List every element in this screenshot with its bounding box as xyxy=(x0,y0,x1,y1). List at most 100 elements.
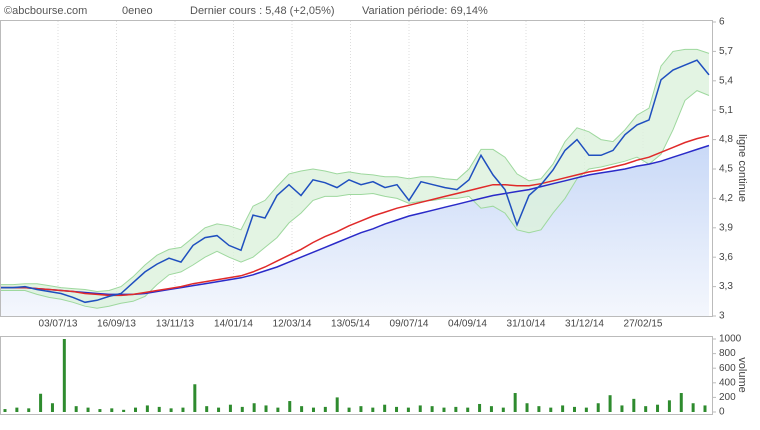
volume-bar xyxy=(501,407,505,412)
y-tick-label: 3,6 xyxy=(719,252,733,263)
volume-frame xyxy=(0,336,713,415)
volume-bar xyxy=(252,403,256,412)
volume-bar xyxy=(217,407,221,412)
volume-bar xyxy=(572,406,576,412)
volume-bar xyxy=(418,405,422,412)
volume-bar xyxy=(300,406,304,412)
volume-bar xyxy=(39,393,43,412)
volume-bar xyxy=(489,406,493,412)
x-tick-label: 16/09/13 xyxy=(97,319,136,330)
volume-bar xyxy=(98,409,102,412)
volume-bar xyxy=(228,404,232,412)
volume-bar xyxy=(240,406,244,412)
volume-bar xyxy=(110,408,114,412)
y-tick-label: 3,9 xyxy=(719,222,733,233)
volume-bar xyxy=(205,406,209,412)
volume-bar xyxy=(561,405,565,412)
x-tick-label: 31/12/14 xyxy=(565,319,604,330)
volume-bar xyxy=(525,403,529,412)
volume-bar xyxy=(620,405,624,412)
volume-bar xyxy=(181,407,185,412)
volume-bar xyxy=(478,403,482,412)
volume-bar xyxy=(679,393,683,412)
y-tick-label: 0 xyxy=(719,407,725,418)
x-tick-label: 27/02/15 xyxy=(624,319,663,330)
volume-bar xyxy=(549,407,553,412)
volume-bar xyxy=(335,397,339,412)
y-tick-label: 6 xyxy=(719,17,725,28)
volume-bar xyxy=(383,404,387,412)
volume-bar xyxy=(596,403,600,412)
volume-axis-label: volume xyxy=(736,357,748,392)
annotation: Variation période: 69,14% xyxy=(362,5,488,17)
volume-bar xyxy=(276,407,280,412)
y-tick-label: 5,7 xyxy=(719,46,733,57)
volume-bar xyxy=(157,406,161,412)
volume-bar xyxy=(406,407,410,412)
band-fill xyxy=(1,49,709,309)
volume-bar xyxy=(584,407,588,412)
y-axis-label: ligne continue xyxy=(736,134,748,202)
volume-bar xyxy=(122,409,126,412)
volume-bar xyxy=(466,407,470,412)
volume-bar xyxy=(395,406,399,412)
volume-bar xyxy=(691,403,695,412)
x-tick-label: 09/07/14 xyxy=(390,319,429,330)
volume-bar xyxy=(15,407,19,412)
x-tick-label: 03/07/13 xyxy=(39,319,78,330)
y-tick-label: 4,2 xyxy=(719,193,733,204)
volume-bar xyxy=(513,393,517,412)
y-tick-label: 600 xyxy=(719,363,736,374)
volume-bar xyxy=(311,407,315,412)
source: ©abcbourse.com xyxy=(4,5,87,17)
x-tick-label: 12/03/14 xyxy=(273,319,312,330)
volume-bar xyxy=(537,406,541,412)
line xyxy=(1,59,710,304)
volume-bar xyxy=(3,409,7,412)
subtitle: Dernier cours : 5,48 (+2,05%) xyxy=(190,5,335,17)
volume-bar xyxy=(667,400,671,412)
volume-bar xyxy=(430,406,434,412)
volume-bar xyxy=(656,404,660,412)
volume-bar xyxy=(359,406,363,412)
volume-bar xyxy=(703,405,707,412)
volume-bar xyxy=(632,398,636,412)
volume-bar xyxy=(145,405,149,412)
volume-bar xyxy=(193,384,197,412)
band-lower xyxy=(1,90,710,309)
volume-bar xyxy=(347,407,351,412)
volume-bar xyxy=(442,407,446,412)
x-tick-label: 13/05/14 xyxy=(331,319,370,330)
y-tick-label: 3,3 xyxy=(719,281,733,292)
x-tick-label: 14/01/14 xyxy=(214,319,253,330)
volume-bar xyxy=(323,406,327,412)
volume-bar xyxy=(134,407,138,412)
volume-bar xyxy=(608,395,612,412)
volume-bar xyxy=(169,408,173,412)
y-tick-label: 4,5 xyxy=(719,164,733,175)
volume-bar xyxy=(371,407,375,412)
x-tick-label: 13/11/13 xyxy=(156,319,195,330)
y-tick-label: 200 xyxy=(719,392,736,403)
volume-bar xyxy=(50,403,54,412)
y-tick-label: 4,8 xyxy=(719,134,733,145)
y-tick-label: 5,1 xyxy=(719,105,733,116)
x-tick-label: 04/09/14 xyxy=(448,319,487,330)
volume-bar xyxy=(86,407,90,412)
area-fill xyxy=(1,145,709,316)
y-tick-label: 1000 xyxy=(719,334,742,345)
volume-bar xyxy=(644,406,648,412)
y-tick-label: 5,4 xyxy=(719,75,733,86)
chart-title: 0eneo xyxy=(122,5,153,17)
volume-bar xyxy=(62,339,66,412)
y-tick-label: 3 xyxy=(719,311,725,322)
volume-bar xyxy=(288,401,292,412)
band-upper xyxy=(1,48,710,293)
volume-bar xyxy=(74,406,78,412)
y-tick-label: 800 xyxy=(719,348,736,359)
line xyxy=(1,134,710,297)
volume-bar xyxy=(264,405,268,412)
x-tick-label: 31/10/14 xyxy=(507,319,546,330)
